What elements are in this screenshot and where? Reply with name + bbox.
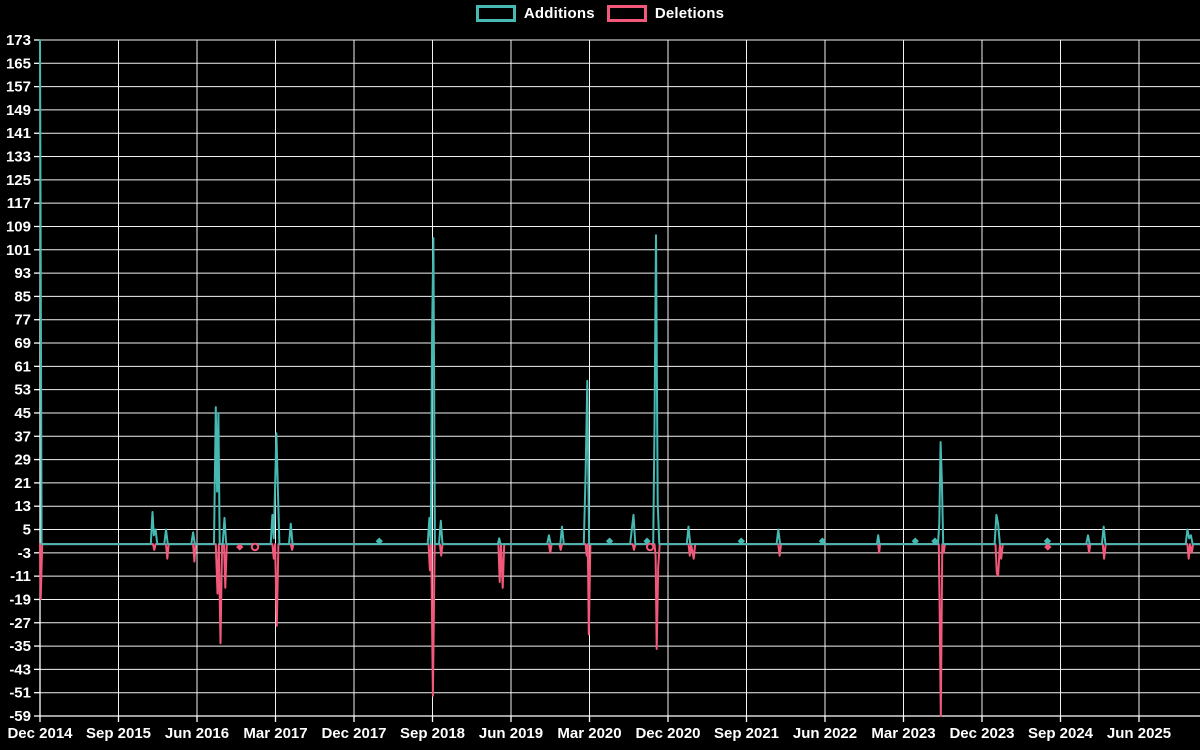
svg-text:Dec 2023: Dec 2023 (949, 725, 1014, 742)
svg-text:13: 13 (14, 498, 31, 515)
svg-text:Mar 2020: Mar 2020 (557, 725, 621, 742)
svg-text:157: 157 (6, 79, 31, 96)
point-marker-diamond (1043, 537, 1052, 545)
svg-text:77: 77 (14, 312, 31, 329)
svg-text:53: 53 (14, 382, 31, 399)
svg-text:101: 101 (6, 242, 31, 259)
svg-text:117: 117 (7, 195, 31, 212)
svg-text:45: 45 (14, 405, 31, 422)
axes (34, 39, 1200, 722)
point-marker-diamond (931, 537, 939, 545)
svg-text:21: 21 (14, 475, 31, 492)
svg-text:-27: -27 (9, 615, 31, 632)
svg-text:Jun 2016: Jun 2016 (165, 725, 229, 742)
point-marker-circle (250, 542, 260, 552)
x-axis-labels: Dec 2014 Sep 2015 Jun 2016 Mar 2017 Dec 2017… (7, 725, 1171, 742)
svg-text:125: 125 (6, 172, 31, 189)
svg-text:-35: -35 (9, 638, 31, 655)
svg-text:Dec 2020: Dec 2020 (635, 725, 700, 742)
svg-text:165: 165 (6, 55, 31, 72)
svg-text:93: 93 (14, 265, 31, 282)
y-axis-labels: 173 165 157 149 141 133 125 117 109 101 93 85 77 69 61… (6, 32, 31, 725)
svg-text:173: 173 (6, 32, 31, 49)
svg-text:-19: -19 (9, 591, 31, 608)
svg-text:29: 29 (14, 452, 31, 469)
chart-legend: Additions Deletions (0, 5, 1200, 22)
svg-text:Jun 2022: Jun 2022 (793, 725, 857, 742)
svg-text:Mar 2017: Mar 2017 (243, 725, 307, 742)
svg-text:149: 149 (6, 102, 31, 119)
point-marker-diamond (1044, 543, 1052, 551)
svg-text:Dec 2014: Dec 2014 (7, 725, 73, 742)
point-marker-diamond (737, 537, 745, 545)
deletions-legend-swatch (606, 5, 647, 22)
svg-text:Jun 2019: Jun 2019 (479, 725, 543, 742)
point-marker-diamond (818, 537, 827, 545)
svg-text:-11: -11 (10, 568, 31, 585)
additions-legend-swatch (475, 5, 516, 22)
svg-text:Dec 2017: Dec 2017 (321, 725, 386, 742)
additions-legend-label: Additions (523, 5, 595, 22)
svg-text:-51: -51 (9, 685, 31, 702)
svg-text:Jun 2025: Jun 2025 (1107, 725, 1171, 742)
svg-text:133: 133 (6, 149, 31, 166)
svg-text:37: 37 (14, 428, 31, 445)
svg-text:-43: -43 (9, 661, 31, 678)
gridlines (39, 39, 1200, 717)
deletions-series (39, 543, 1200, 717)
svg-text:Sep 2021: Sep 2021 (714, 725, 779, 742)
point-marker-diamond (375, 537, 383, 545)
legend-item-deletions[interactable]: Deletions (606, 5, 725, 22)
point-marker-circle (645, 542, 655, 552)
svg-text:Mar 2023: Mar 2023 (871, 725, 935, 742)
svg-text:-59: -59 (9, 708, 31, 725)
svg-text:109: 109 (6, 218, 31, 235)
point-marker-diamond (911, 537, 919, 545)
svg-text:Sep 2024: Sep 2024 (1028, 725, 1094, 742)
svg-text:61: 61 (14, 358, 31, 375)
svg-text:69: 69 (14, 335, 31, 352)
svg-text:-3: -3 (18, 545, 31, 562)
svg-text:141: 141 (6, 125, 31, 142)
svg-text:85: 85 (14, 288, 31, 305)
svg-text:Sep 2018: Sep 2018 (400, 725, 465, 742)
legend-item-additions[interactable]: Additions (475, 5, 595, 22)
svg-text:Sep 2015: Sep 2015 (86, 725, 151, 742)
deletions-legend-label: Deletions (654, 5, 725, 22)
additions-series (39, 39, 1200, 546)
point-marker-diamond (605, 537, 614, 545)
svg-text:5: 5 (23, 522, 31, 539)
